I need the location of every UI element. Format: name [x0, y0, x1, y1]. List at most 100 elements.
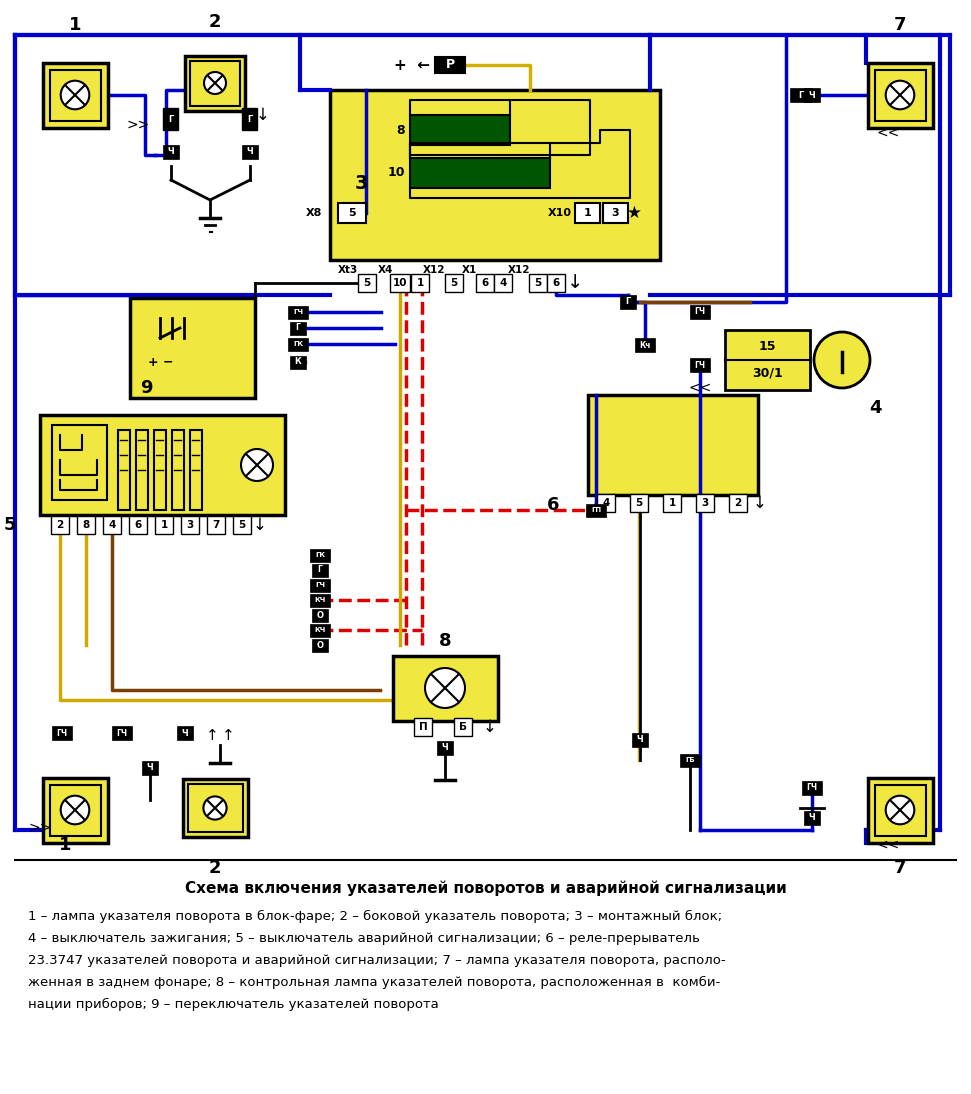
Text: Схема включения указателей поворотов и аварийной сигнализации: Схема включения указателей поворотов и а…	[185, 881, 787, 896]
Bar	[312, 608, 328, 621]
Text: Г: Г	[248, 115, 252, 124]
Text: 1 – лампа указателя поворота в блок-фаре; 2 – боковой указатель поворота; 3 – мо: 1 – лампа указателя поворота в блок-фаре…	[28, 910, 722, 923]
Text: 6: 6	[134, 520, 142, 529]
Text: 2: 2	[56, 520, 64, 529]
Text: ГЧ: ГЧ	[694, 307, 706, 316]
Bar	[242, 146, 258, 159]
Bar	[40, 415, 285, 515]
Text: 1: 1	[59, 836, 71, 854]
Text: Г: Г	[168, 115, 174, 124]
Text: 10: 10	[392, 278, 407, 288]
Circle shape	[886, 795, 915, 824]
Bar	[118, 430, 130, 510]
Text: X12: X12	[508, 265, 530, 275]
Bar	[575, 203, 600, 223]
Bar	[867, 62, 932, 128]
Text: 1: 1	[69, 16, 82, 34]
Text: Ч: Ч	[809, 814, 816, 823]
Bar	[390, 274, 410, 292]
Bar	[338, 203, 366, 223]
Bar	[867, 778, 932, 842]
Bar	[597, 494, 615, 512]
Bar	[50, 70, 101, 120]
Text: 3: 3	[701, 498, 709, 508]
Bar	[130, 298, 255, 398]
Bar	[690, 358, 710, 372]
Bar	[185, 56, 245, 110]
Text: <<: <<	[877, 126, 899, 140]
Text: Ч: Ч	[147, 764, 153, 772]
Bar	[242, 108, 257, 130]
Bar	[43, 778, 108, 842]
Text: Xt3: Xt3	[338, 265, 358, 275]
Bar	[680, 754, 700, 767]
Text: 2: 2	[209, 13, 221, 31]
Text: ★: ★	[626, 203, 642, 222]
Text: Ч: Ч	[637, 735, 644, 745]
Text: женная в заднем фонаре; 8 – контрольная лампа указателей поворота, расположенная: женная в заднем фонаре; 8 – контрольная …	[28, 976, 720, 989]
Bar	[620, 295, 636, 309]
Text: ГЧ: ГЧ	[56, 729, 68, 737]
Text: +  ←: + ←	[394, 58, 430, 72]
Text: ГП: ГП	[591, 507, 601, 513]
Bar	[410, 115, 510, 146]
Circle shape	[814, 331, 870, 388]
Bar	[290, 356, 306, 369]
Bar	[288, 305, 308, 318]
Text: ↓: ↓	[256, 106, 270, 124]
Text: <<: <<	[688, 381, 712, 395]
Bar	[875, 70, 925, 120]
Bar	[729, 494, 747, 512]
Text: X4: X4	[378, 265, 393, 275]
Text: 5: 5	[534, 278, 542, 288]
Text: Б: Б	[459, 722, 467, 732]
Text: 1: 1	[584, 208, 591, 218]
Text: ГЧ: ГЧ	[694, 361, 706, 370]
Text: ГБ: ГБ	[686, 757, 695, 763]
Bar	[181, 516, 199, 534]
Text: Кч: Кч	[639, 340, 651, 349]
Bar	[129, 516, 147, 534]
Text: О: О	[317, 610, 323, 619]
Bar	[51, 516, 69, 534]
Bar	[494, 274, 512, 292]
Text: 9: 9	[140, 379, 152, 397]
Bar	[547, 274, 565, 292]
Bar	[290, 322, 306, 335]
Bar	[330, 90, 660, 260]
Bar	[190, 430, 202, 510]
Text: 8: 8	[439, 631, 452, 650]
Bar	[142, 761, 158, 775]
Text: ГК: ГК	[293, 341, 303, 347]
Bar	[454, 718, 472, 736]
Text: 4: 4	[602, 498, 610, 508]
Text: 23.3747 указателей поворота и аварийной сигнализации; 7 – лампа указателя поворо: 23.3747 указателей поворота и аварийной …	[28, 954, 725, 967]
Text: 5: 5	[451, 278, 457, 288]
Text: 5: 5	[238, 520, 246, 529]
Text: X12: X12	[422, 265, 445, 275]
Text: 5: 5	[349, 208, 355, 218]
Text: Г: Г	[798, 91, 804, 100]
Bar	[177, 726, 193, 740]
Circle shape	[61, 81, 89, 109]
Bar	[790, 88, 812, 102]
Text: КЧ: КЧ	[315, 597, 325, 603]
Bar	[696, 494, 714, 512]
Circle shape	[241, 449, 273, 481]
Text: <<: <<	[877, 838, 899, 852]
Text: 2: 2	[209, 859, 221, 877]
Bar	[103, 516, 121, 534]
Bar	[312, 563, 328, 577]
Text: >>: >>	[28, 820, 51, 835]
Bar	[603, 203, 628, 223]
Text: К: К	[294, 358, 301, 366]
Bar	[804, 811, 820, 825]
Bar	[172, 430, 184, 510]
Text: 1: 1	[668, 498, 676, 508]
Text: Ч: Ч	[247, 148, 253, 156]
Text: Ч: Ч	[442, 744, 449, 753]
Text: 5: 5	[363, 278, 371, 288]
Bar	[183, 779, 248, 837]
Text: 1: 1	[160, 520, 168, 529]
Text: 4 – выключатель зажигания; 5 – выключатель аварийной сигнализации; 6 – реле-прер: 4 – выключатель зажигания; 5 – выключате…	[28, 932, 700, 945]
